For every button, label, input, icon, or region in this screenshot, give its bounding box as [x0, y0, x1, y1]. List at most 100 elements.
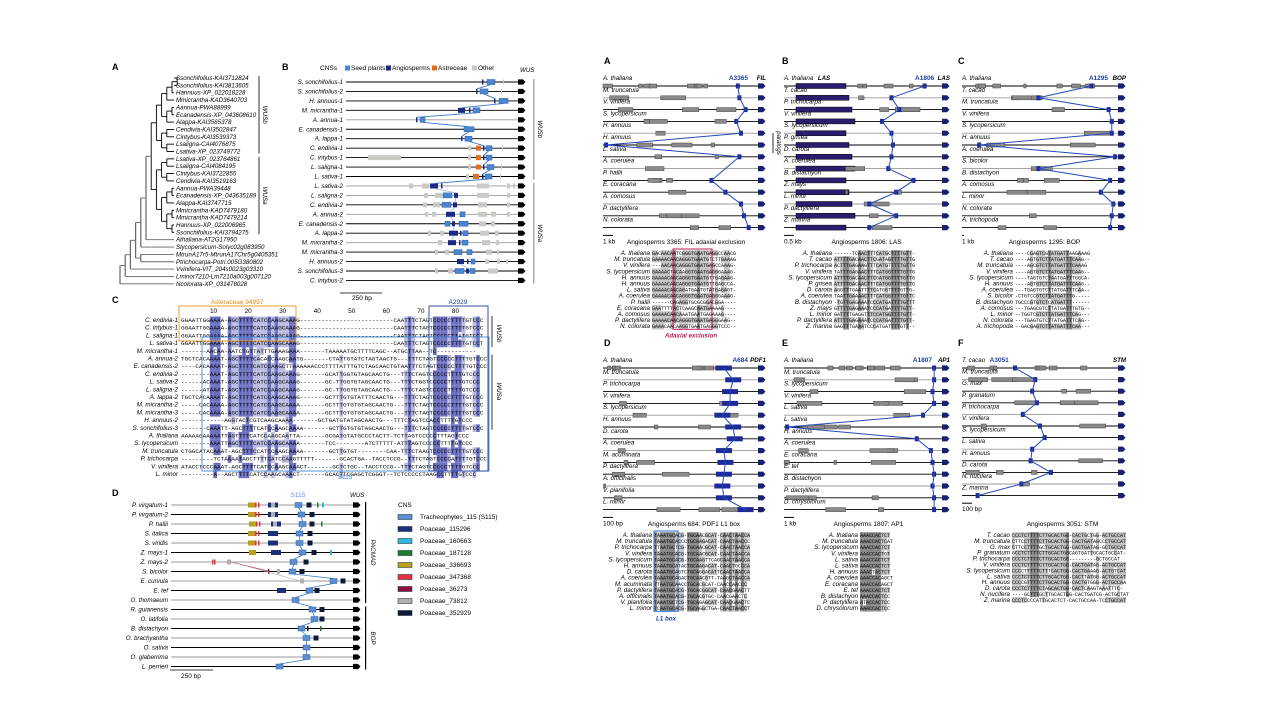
conservation-shade	[654, 593, 657, 600]
conservation-shade	[715, 292, 718, 299]
conservation-shade	[436, 424, 441, 432]
conservation-shade	[451, 370, 455, 379]
conservation-shade	[664, 274, 667, 281]
conservation-shade	[242, 316, 246, 325]
aligned-sequence: CCCCTTTTTCTTTCACTGG-CACTGAAAG-ACTGTCAT	[1012, 567, 1127, 574]
conservation-shade	[654, 544, 657, 551]
conservation-shade	[673, 299, 676, 306]
aligned-sequence: ----AGCGTCTTATGATTTCAAAG	[1015, 262, 1088, 269]
cns-box	[513, 183, 515, 189]
cns-link	[932, 485, 935, 498]
conservation-shade	[727, 250, 730, 257]
conservation-shade	[723, 581, 726, 588]
conservation-shade	[673, 292, 676, 299]
cns-link	[299, 526, 303, 532]
conservation-shade	[1042, 299, 1045, 306]
cns-link	[476, 84, 492, 90]
cns-box	[317, 502, 319, 508]
alignment-species-name: P. trichocarpa	[795, 262, 833, 269]
conservation-shade	[863, 550, 866, 557]
aligned-sequence: GTTTTGAGAAATCCCATGATTTTGTT-	[834, 305, 915, 312]
cns-link	[891, 85, 925, 99]
conservation-shade	[407, 385, 412, 394]
sequence-name: O. brachyantha	[126, 635, 169, 642]
gene-feature-box	[977, 83, 986, 89]
poaceae-352929-box	[313, 635, 319, 641]
conservation-shade	[1036, 561, 1039, 568]
conservation-shade	[472, 378, 477, 386]
conservation-shade	[879, 268, 882, 275]
s115-cns-box	[298, 549, 307, 556]
conservation-shade	[700, 262, 703, 269]
species-name: P. granatum	[962, 392, 995, 399]
conservation-shade	[1123, 532, 1126, 539]
conservation-shade	[407, 316, 412, 325]
gene-feature-box	[879, 107, 889, 112]
conservation-shade	[476, 355, 480, 363]
conservation-shade	[1054, 585, 1057, 592]
aligned-sequence: ----CGAGTCGTATGATTAAGAAAG	[1015, 250, 1091, 257]
cns-box	[460, 230, 462, 236]
conservation-shade	[263, 362, 268, 371]
conservation-shade	[1048, 538, 1051, 544]
conservation-shade	[860, 587, 863, 594]
conservation-shade	[1057, 532, 1060, 539]
wus-gene-arrow	[353, 521, 361, 527]
conservation-shade	[693, 593, 696, 600]
conservation-shade	[867, 268, 870, 275]
scale-label: 250 bp	[181, 673, 201, 680]
cns-link	[309, 583, 334, 589]
conservation-shade	[900, 250, 903, 257]
conservation-shade	[655, 274, 658, 281]
conservation-shade	[724, 250, 727, 257]
conservation-shade	[1096, 532, 1099, 539]
cns-box	[320, 626, 322, 631]
conservation-shade	[289, 424, 293, 432]
conservation-shade	[1027, 567, 1030, 574]
conservation-shade	[667, 311, 670, 318]
conservation-shade	[443, 378, 448, 386]
conservation-shade	[249, 378, 253, 386]
conservation-shade	[292, 347, 297, 355]
conservation-shade	[245, 355, 250, 363]
sequence-name: O. glaberrima	[131, 654, 169, 661]
conservation-shade	[1078, 544, 1081, 550]
conservation-shade	[894, 262, 897, 269]
conservation-shade	[735, 568, 738, 575]
conservation-shade	[676, 256, 679, 263]
cns-link	[1100, 180, 1111, 193]
gene-feature-box	[1061, 388, 1067, 394]
conservation-shade	[888, 256, 891, 263]
conservation-shade	[867, 250, 870, 257]
gene-feature-box	[1071, 83, 1081, 89]
conservation-shade	[669, 581, 672, 588]
conservation-shade	[1039, 567, 1042, 574]
target-gene-arrow	[942, 83, 950, 89]
conservation-shade	[274, 439, 279, 448]
conservation-shade	[1072, 538, 1075, 544]
conservation-shade	[238, 324, 243, 332]
species-name: H. annuus	[603, 416, 631, 423]
conservation-shade	[1030, 280, 1033, 287]
conservation-shade	[1123, 561, 1126, 568]
conservation-shade	[876, 292, 879, 299]
conservation-shade	[1066, 317, 1069, 324]
conservation-shade	[858, 299, 861, 306]
conservation-shade	[476, 385, 480, 394]
cns-link	[483, 150, 490, 156]
conservation-shade	[700, 305, 703, 312]
tree-leaf-label: Alappa-KAI3747715	[175, 200, 232, 207]
conservation-shade	[1066, 591, 1069, 598]
conservation-shade	[872, 562, 875, 569]
cns-box	[255, 540, 257, 546]
conservation-shade	[708, 550, 711, 557]
conservation-shade	[873, 299, 876, 306]
cns-link	[735, 121, 742, 134]
conservation-shade	[285, 324, 289, 332]
conservation-shade	[267, 447, 271, 456]
conservation-shade	[697, 256, 700, 263]
cns-link	[606, 144, 740, 158]
conservation-shade	[209, 355, 214, 363]
conservation-shade	[679, 292, 682, 299]
